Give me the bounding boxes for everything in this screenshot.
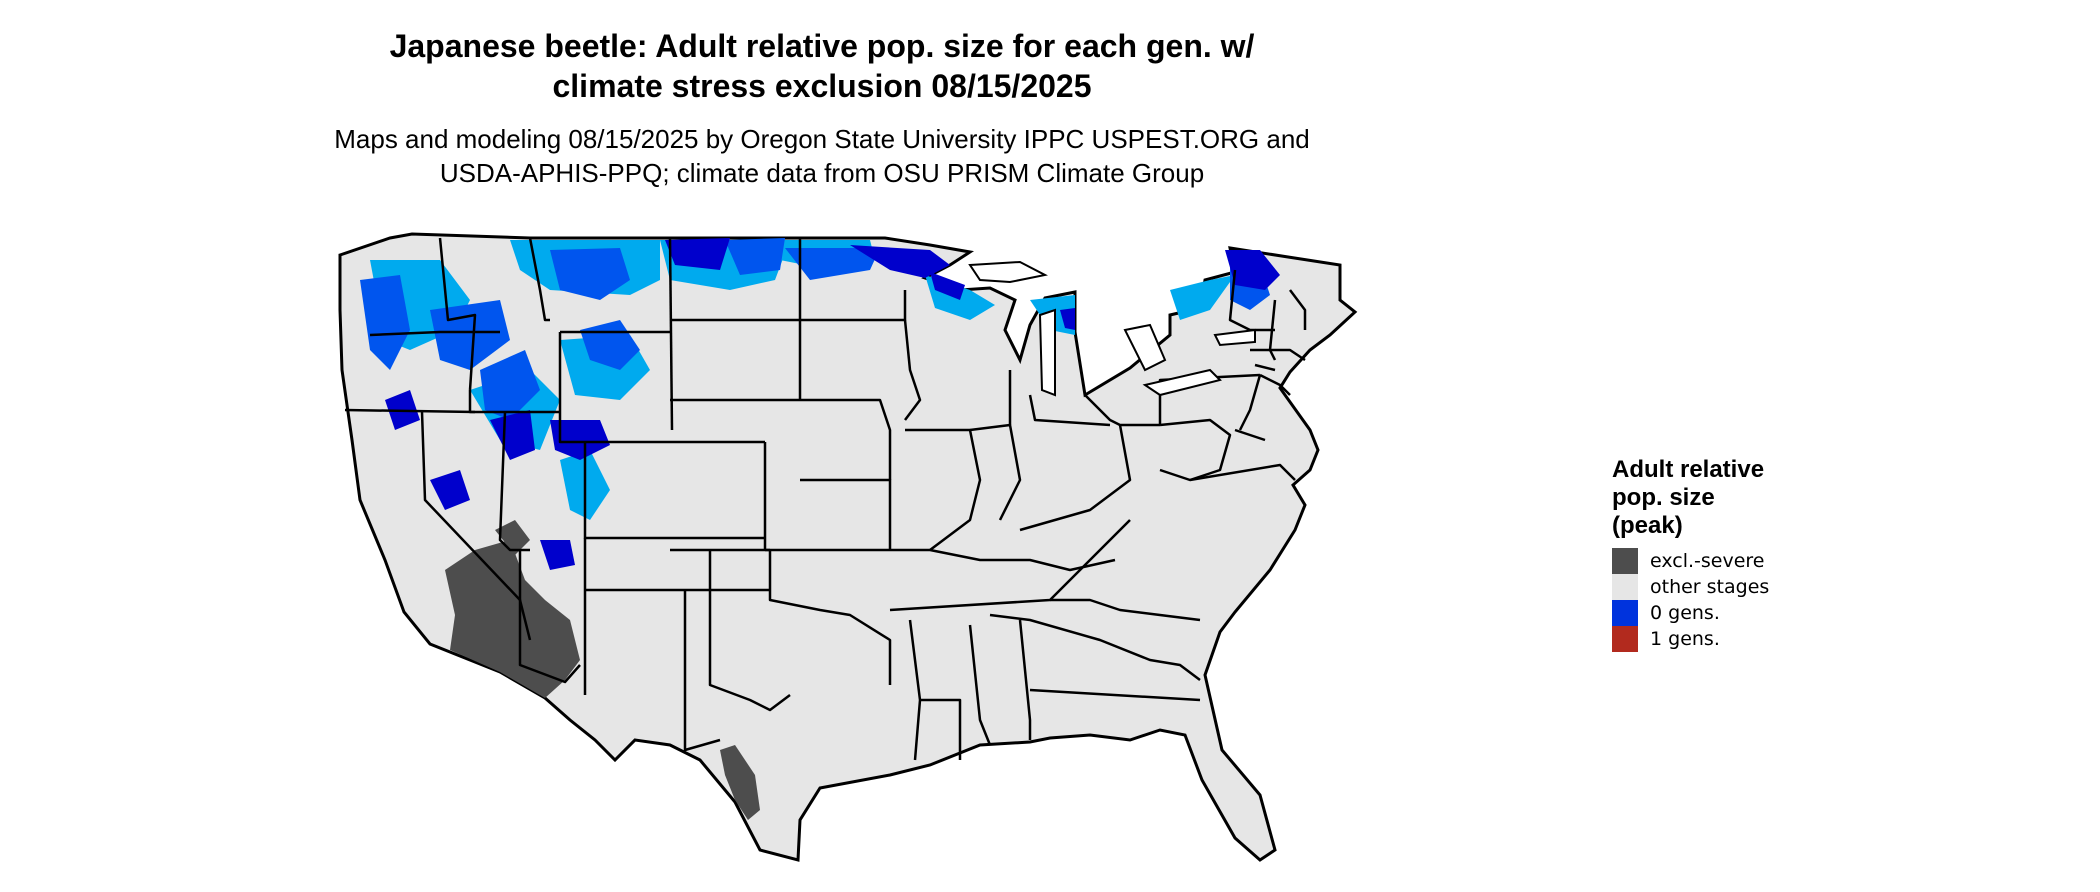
legend-label: 0 gens. xyxy=(1650,602,1720,624)
legend-item-other-stages: other stages xyxy=(1612,574,1812,600)
us-map xyxy=(338,232,1358,862)
zero-generation-areas xyxy=(360,238,1280,570)
legend-title-line-1: Adult relative xyxy=(1612,456,1765,483)
legend-label: other stages xyxy=(1650,576,1770,598)
state-borders xyxy=(344,237,1307,761)
legend-swatch xyxy=(1612,626,1638,652)
map-subtitle-line-2: USDA-APHIS-PPQ; climate data from OSU PR… xyxy=(439,158,1205,188)
map-title-line-1: Japanese beetle: Adult relative pop. siz… xyxy=(389,28,1255,64)
map-title-line-2: climate stress exclusion 08/15/2025 xyxy=(552,68,1092,104)
legend-item-1-gens: 1 gens. xyxy=(1612,626,1812,652)
legend-item-excluded: excl.-severe xyxy=(1612,548,1812,574)
map-subtitle-line-1: Maps and modeling 08/15/2025 by Oregon S… xyxy=(334,124,1310,154)
legend-title-line-2: pop. size xyxy=(1612,484,1715,511)
legend: Adult relative pop. size (peak) excl.-se… xyxy=(1612,456,1812,652)
legend-swatch xyxy=(1612,574,1638,600)
legend-label: excl.-severe xyxy=(1650,550,1765,572)
legend-item-0-gens: 0 gens. xyxy=(1612,600,1812,626)
legend-swatch xyxy=(1612,548,1638,574)
exclusion-areas xyxy=(445,520,760,820)
legend-swatch xyxy=(1612,600,1638,626)
legend-label: 1 gens. xyxy=(1650,628,1720,650)
legend-title-line-3: (peak) xyxy=(1612,512,1683,539)
legend-title: Adult relative pop. size (peak) xyxy=(1612,456,1812,540)
great-lakes xyxy=(968,260,1256,397)
legend-items: excl.-severe other stages 0 gens. 1 gens… xyxy=(1612,548,1812,652)
